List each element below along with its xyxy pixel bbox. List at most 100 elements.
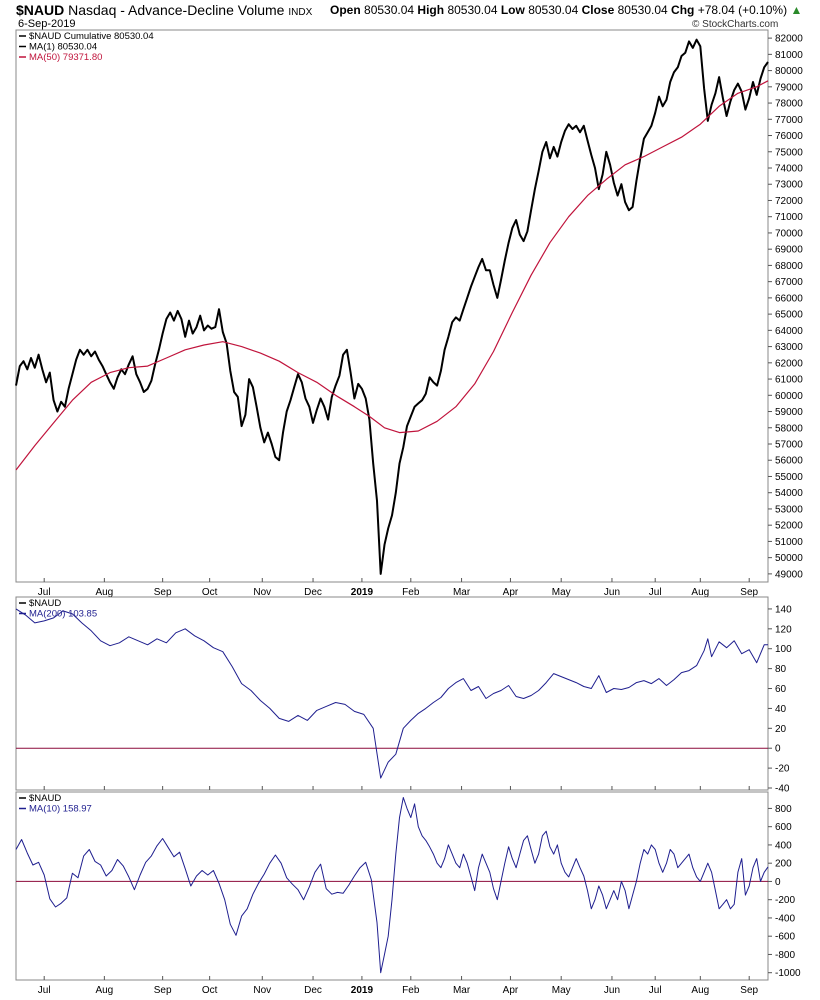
x-tick-label: Oct	[202, 587, 218, 598]
open-label: Open	[330, 3, 361, 17]
y-tick-label: 79000	[775, 82, 803, 93]
x-tick-label: May	[552, 587, 571, 598]
y-tick-label: 58000	[775, 423, 803, 434]
y-tick-label: 54000	[775, 488, 803, 499]
y-tick-label: 82000	[775, 34, 803, 45]
y-tick-label: 65000	[775, 310, 803, 321]
x-tick-label: 2019	[351, 985, 374, 996]
legend-label: MA(1) 80530.04	[29, 42, 97, 53]
y-tick-label: -200	[775, 895, 795, 906]
series-line--naud-cumulative	[15, 38, 769, 575]
legend-label: $NAUD	[29, 793, 61, 804]
y-tick-label: 63000	[775, 342, 803, 353]
series-line-ma-50-	[15, 80, 769, 471]
x-tick-label: Jun	[604, 587, 620, 598]
close-value: 80530.04	[617, 3, 668, 17]
x-tick-label: Oct	[202, 985, 218, 996]
x-tick-label: Apr	[503, 985, 519, 996]
y-tick-label: 53000	[775, 504, 803, 515]
legend-label: $NAUD Cumulative 80530.04	[29, 31, 154, 42]
legend-label: $NAUD	[29, 598, 61, 609]
y-tick-label: 140	[775, 604, 792, 615]
x-tick-label: Nov	[253, 985, 271, 996]
x-tick-label: Nov	[253, 587, 271, 598]
y-tick-label: 60	[775, 684, 787, 695]
watermark: © StockCharts.com	[692, 19, 779, 30]
x-tick-label: Dec	[304, 985, 322, 996]
y-tick-label: 68000	[775, 261, 803, 272]
y-tick-label: 200	[775, 859, 792, 870]
y-tick-label: 59000	[775, 407, 803, 418]
y-tick-label: 40	[775, 704, 787, 715]
y-tick-label: 60000	[775, 391, 803, 402]
y-tick-label: 80	[775, 664, 787, 675]
x-tick-label: Apr	[503, 587, 519, 598]
legend-label: MA(200) 103.85	[29, 609, 97, 620]
x-tick-label: Feb	[402, 587, 420, 598]
symbol: $NAUD	[16, 2, 65, 18]
x-tick-label: Sep	[740, 985, 758, 996]
y-tick-label: 71000	[775, 212, 803, 223]
panel-price: 49000 50000 51000 52000 53000 54000 55000 56000…	[15, 29, 803, 598]
series-line-ma-10-	[15, 797, 769, 974]
ohlc-readout: Open 80530.04 High 80530.04 Low 80530.04…	[330, 3, 802, 17]
y-tick-label: 56000	[775, 456, 803, 467]
y-tick-label: 80000	[775, 66, 803, 77]
y-tick-label: 81000	[775, 50, 803, 61]
y-tick-label: -400	[775, 913, 795, 924]
panel-ma10: -1000 -800 -600 -400 -200 0 200 400 600 800 Jul Aug…	[15, 791, 801, 996]
y-tick-label: 49000	[775, 569, 803, 580]
description: Nasdaq - Advance-Decline Volume	[68, 2, 285, 18]
x-tick-label: Feb	[402, 985, 420, 996]
y-tick-label: 20	[775, 724, 787, 735]
y-tick-label: 100	[775, 644, 792, 655]
x-tick-label: Dec	[304, 587, 322, 598]
close-label: Close	[581, 3, 615, 17]
y-tick-label: 61000	[775, 375, 803, 386]
panel-frame	[15, 596, 769, 791]
x-tick-label: Aug	[691, 985, 709, 996]
y-tick-label: 62000	[775, 358, 803, 369]
y-tick-label: -1000	[775, 968, 801, 979]
y-tick-label: 52000	[775, 521, 803, 532]
y-tick-label: 77000	[775, 115, 803, 126]
legend-label: MA(10) 158.97	[29, 804, 92, 815]
open-value: 80530.04	[364, 3, 415, 17]
y-tick-label: 74000	[775, 164, 803, 175]
panel-ma200: -40-20020406080100120140JulAugSepOctNovD…	[15, 596, 792, 806]
x-tick-label: May	[552, 985, 571, 996]
y-tick-label: -600	[775, 932, 795, 943]
y-tick-label: 55000	[775, 472, 803, 483]
y-tick-label: 57000	[775, 440, 803, 451]
chg-label: Chg	[671, 3, 695, 17]
x-tick-label: Jul	[649, 985, 662, 996]
high-label: High	[417, 3, 445, 17]
y-tick-label: 73000	[775, 180, 803, 191]
x-tick-label: Aug	[691, 587, 709, 598]
series-line-ma-200-	[15, 608, 768, 779]
y-tick-label: 72000	[775, 196, 803, 207]
x-tick-label: Sep	[740, 587, 758, 598]
y-tick-label: 69000	[775, 245, 803, 256]
y-tick-label: -40	[775, 784, 790, 795]
y-tick-label: 600	[775, 822, 792, 833]
y-tick-label: 50000	[775, 553, 803, 564]
y-tick-label: 67000	[775, 277, 803, 288]
y-tick-label: 0	[775, 877, 781, 888]
low-value: 80530.04	[528, 3, 579, 17]
chart-date: 6-Sep-2019	[18, 18, 76, 30]
x-tick-label: Mar	[453, 985, 471, 996]
y-tick-label: 800	[775, 804, 792, 815]
legend-label: MA(50) 79371.80	[29, 52, 102, 63]
panel-frame	[15, 29, 769, 583]
y-tick-label: 64000	[775, 326, 803, 337]
y-tick-label: 0	[775, 744, 781, 755]
y-tick-label: 78000	[775, 99, 803, 110]
y-tick-label: 51000	[775, 537, 803, 548]
y-tick-label: 400	[775, 840, 792, 851]
low-label: Low	[500, 3, 525, 17]
y-tick-label: -800	[775, 950, 795, 961]
chg-value: +78.04 (+0.10%)	[697, 3, 788, 17]
y-tick-label: 76000	[775, 131, 803, 142]
